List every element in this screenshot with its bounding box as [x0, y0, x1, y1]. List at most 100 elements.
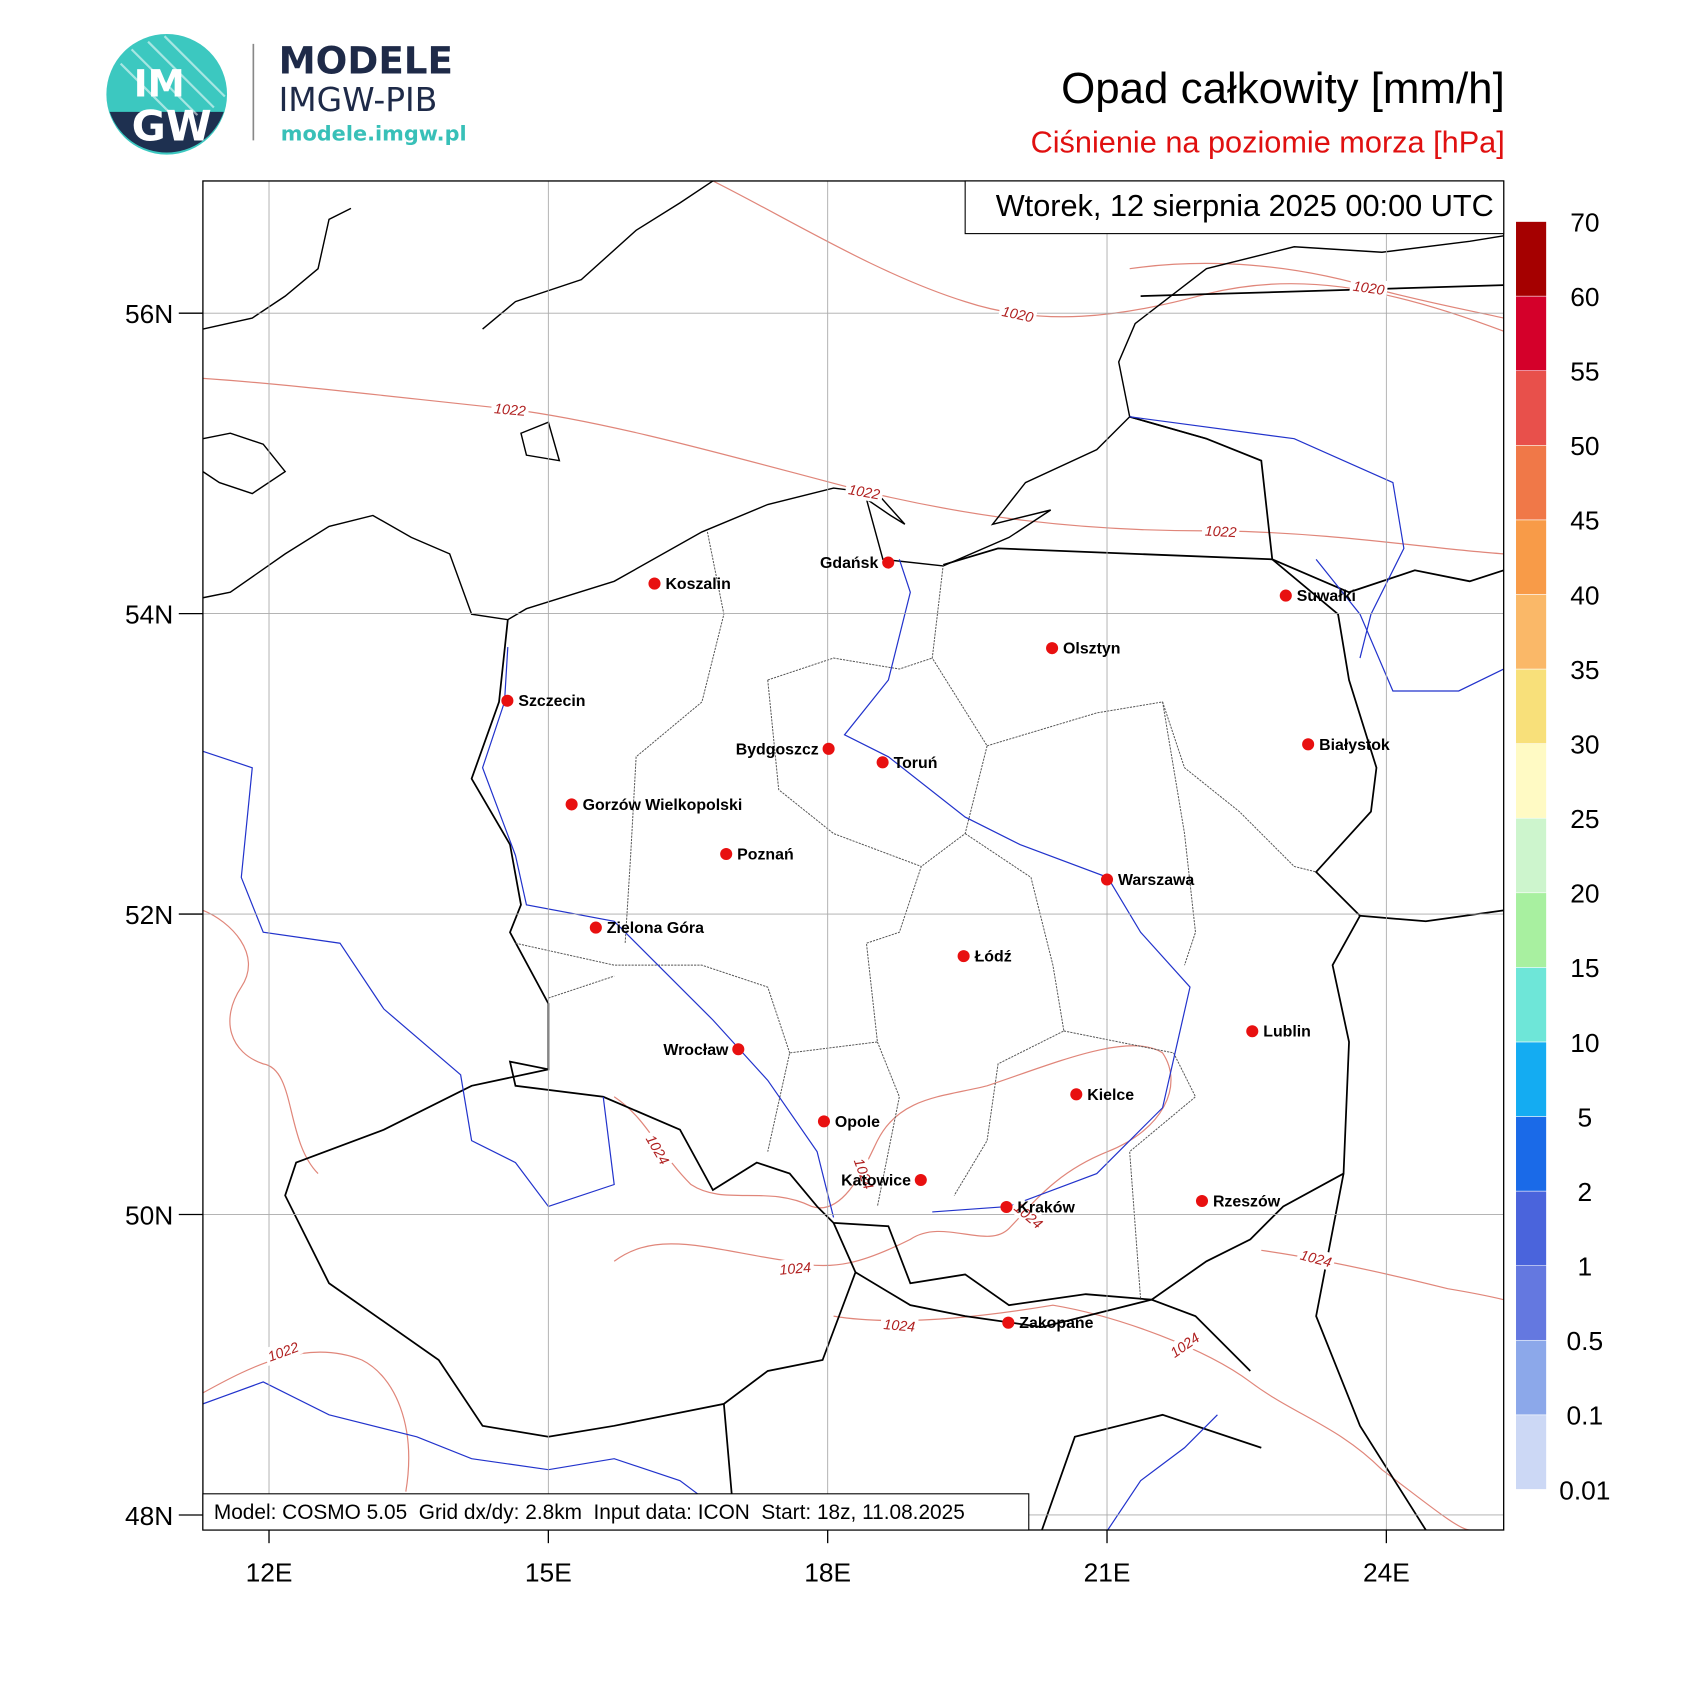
colorbar-label: 0.5: [1567, 1326, 1604, 1356]
colorbar-label: 1: [1578, 1252, 1593, 1282]
subtitle: Ciśnienie na poziomie morza [hPa]: [1031, 124, 1505, 159]
colorbar-label: 2: [1578, 1177, 1593, 1207]
city-label: Zielona Góra: [607, 920, 704, 937]
city-dot: [914, 1173, 927, 1187]
isobar-label-text: 1024: [883, 1317, 916, 1336]
colorbar-box: [1515, 1265, 1547, 1341]
valid-time-box: [964, 180, 1505, 235]
colorbar-box: [1515, 370, 1547, 446]
isobar-label: 1022: [844, 479, 885, 504]
city-label: Kielce: [1087, 1087, 1134, 1104]
city-label: Poznań: [737, 846, 794, 863]
city-dot: [1046, 642, 1059, 655]
colorbar-label: 0.01: [1559, 1475, 1610, 1505]
city-dot: [817, 1115, 830, 1128]
colorbar-box: [1515, 668, 1547, 744]
city-label: Suwałki: [1297, 588, 1356, 605]
isobar-label-bg: [1349, 276, 1389, 299]
grid-layer: 12E 15E 18E 21E 24E 48N 50N 52N 54N 56N: [125, 180, 1504, 1588]
logo: IM GW MODELE IMGW-PIB modele.imgw.pl: [106, 34, 467, 155]
city-label: Zakopane: [1019, 1315, 1093, 1332]
city-dot: [648, 577, 661, 590]
logo-badge-base: [109, 111, 224, 153]
city-dot: [1002, 1316, 1015, 1329]
city-dot: [876, 756, 889, 769]
city-label: Kraków: [1017, 1199, 1075, 1216]
isobar-label-bg: [1008, 1196, 1049, 1234]
isobar-label-bg: [490, 398, 530, 420]
isobar-label-text: 1022: [1204, 524, 1237, 542]
isobar-label-bg: [1164, 1326, 1205, 1363]
footer: Model: COSMO 5.05 Grid dx/dy: 2.8km Inpu…: [214, 1501, 965, 1524]
colorbar-box: [1515, 221, 1547, 297]
colorbar-label: 20: [1570, 879, 1599, 909]
city-dot: [720, 847, 733, 861]
logo-badge-bottom: GW: [132, 101, 212, 150]
isobar-label: 1024: [1295, 1244, 1337, 1272]
isobar-label-bg: [844, 479, 885, 504]
city-label: Gdańsk: [820, 555, 878, 572]
colorbar-label: 15: [1570, 953, 1599, 983]
colorbar-box: [1515, 295, 1547, 371]
colorbar-label: 35: [1570, 655, 1599, 685]
x-tick-label: 24E: [1363, 1558, 1410, 1588]
city-dot: [1195, 1194, 1209, 1208]
city-dot: [501, 694, 514, 707]
colorbar-box: [1515, 967, 1547, 1043]
colorbar-box: [1515, 519, 1547, 595]
isobar-label: 1024: [775, 1257, 815, 1279]
isobar-label-bg: [1295, 1244, 1337, 1272]
city-label: Szczecin: [518, 693, 585, 710]
isobar-label-bg: [262, 1336, 304, 1366]
city-dot: [822, 742, 835, 755]
city-label: Koszalin: [665, 576, 730, 593]
colorbar-box: [1515, 817, 1547, 894]
logo-badge-top: IM: [134, 62, 185, 106]
city-label: Bydgoszcz: [736, 741, 819, 758]
y-tick-label: 50N: [125, 1200, 173, 1230]
colorbar-label: 70: [1570, 207, 1599, 237]
city-dot: [1302, 738, 1315, 751]
logo-stripes: [119, 35, 226, 120]
x-tick-label: 21E: [1084, 1558, 1131, 1588]
city-label: Olsztyn: [1063, 641, 1120, 658]
city-label: Warszawa: [1118, 872, 1194, 889]
colorbar-label: 30: [1570, 729, 1599, 759]
city-label: Wrocław: [663, 1042, 729, 1059]
colorbar-box: [1515, 1190, 1547, 1266]
colorbar-label: 60: [1570, 282, 1599, 312]
isobar-label-bg: [1201, 521, 1240, 541]
colorbar-label: 45: [1570, 506, 1599, 536]
city-label: Białystok: [1319, 737, 1390, 754]
colorbar-box: [1515, 1041, 1547, 1117]
map-layer: [202, 180, 1504, 1530]
plot-frame: [202, 180, 1505, 1531]
colorbar-box: [1515, 892, 1547, 968]
city-label: Katowice: [841, 1172, 911, 1189]
isobar-label-bg: [775, 1257, 815, 1279]
isobar-label-text: 1024: [1298, 1248, 1333, 1272]
colorbar-label: 25: [1570, 804, 1599, 834]
isobar-label: 1020: [997, 301, 1038, 327]
city-label: Gorzów Wielkopolski: [583, 797, 743, 814]
isobar-label-bg: [997, 301, 1038, 327]
city-dot: [1279, 589, 1292, 602]
isobar-label: 1024: [1164, 1326, 1205, 1363]
city-label: Toruń: [894, 755, 938, 772]
isobars: [202, 180, 1504, 1530]
rivers: [202, 416, 1504, 1530]
isobar-label: 1024: [641, 1128, 675, 1170]
colorbar-box: [1515, 445, 1547, 521]
y-tick-label: 48N: [125, 1501, 173, 1531]
y-tick-label: 54N: [125, 599, 173, 629]
isobar-label: 1020: [1349, 276, 1389, 299]
colorbar-label: 10: [1570, 1028, 1599, 1058]
city-dot: [589, 921, 602, 934]
city-dot: [1070, 1088, 1083, 1101]
colorbar-box: [1515, 1414, 1547, 1490]
colorbar-box: [1515, 743, 1547, 819]
isobar-label-text: 1024: [779, 1260, 812, 1279]
isobar-label: 1022: [1201, 521, 1240, 542]
